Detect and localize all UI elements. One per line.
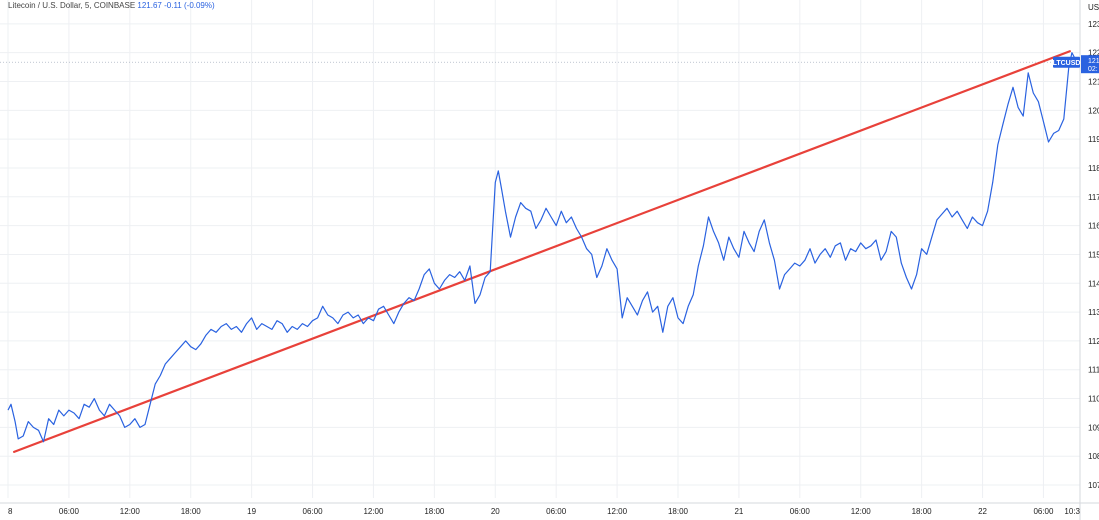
time-axis: 8 06:00 12:00 18:00 19 06:00 12:00 18:00 20 06:00… [0, 502, 1099, 516]
symbol-title: Litecoin / U.S. Dollar, 5, COINBASE [8, 1, 136, 10]
price-tick-label: 120. [1088, 106, 1099, 115]
time-tick-label: 12:00 [607, 507, 628, 516]
time-tick-label: 19 [247, 507, 256, 516]
time-tick-label: 06:00 [546, 507, 567, 516]
price-tick-label: 107. [1088, 481, 1099, 490]
grid-lines [0, 0, 1080, 498]
time-tick-label: 12:00 [120, 507, 141, 516]
time-tick-label: 10:3 [1064, 507, 1080, 516]
last-price-tag: LTCUSD 121.02: [1053, 55, 1099, 74]
time-tick-label: 06:00 [303, 507, 324, 516]
price-change: -0.11 [164, 1, 182, 10]
series-layer [7, 52, 1081, 443]
symbol-tag-text: LTCUSD [1053, 60, 1081, 67]
time-tick-label: 18:00 [181, 507, 202, 516]
price-tag-bg [1081, 55, 1099, 74]
time-tick-label: 12:00 [363, 507, 384, 516]
countdown-tag-text: 02: [1088, 66, 1098, 73]
time-tick-label: 12:00 [851, 507, 872, 516]
time-tick-label: 18:00 [668, 507, 689, 516]
time-tick-label: 06:00 [59, 507, 80, 516]
time-tick-label: 06:00 [790, 507, 811, 516]
time-tick-label: 18:00 [424, 507, 445, 516]
currency-label: US [1088, 3, 1099, 12]
price-tag-text: 121. [1088, 58, 1099, 65]
price-tick-label: 110. [1088, 395, 1099, 404]
price-tick-label: 117. [1088, 193, 1099, 202]
price-tick-label: 111. [1088, 366, 1099, 375]
price-tick-label: 121. [1088, 78, 1099, 87]
price-tick-label: 123. [1088, 20, 1099, 29]
price-tick-label: 115. [1088, 250, 1099, 259]
time-tick-label: 8 [8, 507, 13, 516]
price-change-percent: (-0.09%) [183, 1, 215, 10]
last-price-value: 121.67 [137, 1, 162, 10]
symbol-tag-bg [1053, 56, 1080, 68]
time-tick-label: 22 [978, 507, 987, 516]
price-tick-label: 122. [1088, 49, 1099, 58]
time-tick-label: 18:00 [912, 507, 933, 516]
symbol-header: Litecoin / U.S. Dollar, 5, COINBASE 121.… [8, 1, 215, 10]
price-axis: 123.122.121.120.119.118.117.116.115.114.… [1079, 0, 1099, 520]
price-series-line [7, 52, 1081, 443]
time-tick-label: 06:00 [1033, 507, 1054, 516]
trend-layer [12, 50, 1071, 453]
price-tick-label: 108. [1088, 452, 1099, 461]
price-tick-label: 113. [1088, 308, 1099, 317]
price-tick-label: 116. [1088, 222, 1099, 231]
time-tick-label: 20 [491, 507, 500, 516]
price-tick-label: 114. [1088, 279, 1099, 288]
price-tick-label: 109. [1088, 423, 1099, 432]
time-tick-label: 21 [734, 507, 743, 516]
price-tick-label: 119. [1088, 135, 1099, 144]
trend-line [12, 50, 1071, 453]
price-tick-label: 118. [1088, 164, 1099, 173]
price-tick-label: 112. [1088, 337, 1099, 346]
